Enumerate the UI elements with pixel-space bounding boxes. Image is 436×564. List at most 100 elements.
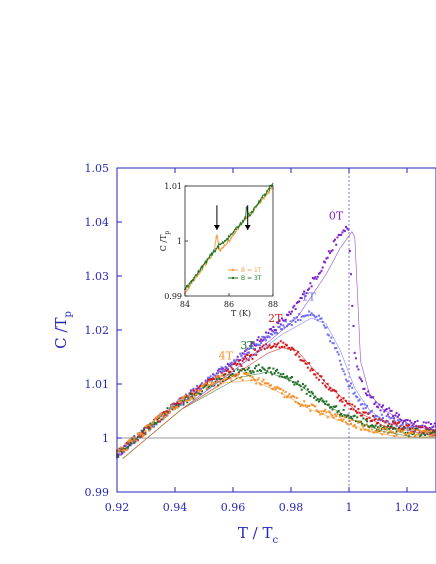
data-point (421, 431, 424, 434)
data-point (292, 319, 295, 322)
data-point (196, 388, 199, 391)
data-point (130, 440, 133, 443)
data-point (262, 378, 265, 381)
data-point (233, 359, 236, 362)
data-point (327, 388, 330, 391)
data-point (136, 439, 139, 442)
y-tick-label: 0.99 (85, 486, 110, 499)
data-point (297, 402, 300, 405)
x-tick-label: 0.98 (279, 501, 304, 514)
data-point (325, 411, 328, 414)
data-point (380, 405, 383, 408)
data-point (377, 426, 380, 429)
data-point (382, 427, 385, 430)
data-point (398, 426, 401, 429)
data-point (192, 391, 195, 394)
data-point (161, 412, 164, 415)
inset-data-point (215, 237, 217, 239)
data-point (388, 427, 391, 430)
data-point (246, 374, 249, 377)
data-point (351, 304, 354, 307)
inset-data-point (232, 230, 235, 233)
data-point (359, 414, 362, 417)
data-point (330, 250, 333, 253)
data-point (378, 430, 381, 433)
data-point (310, 312, 313, 315)
data-point (346, 402, 349, 405)
data-point (154, 421, 157, 424)
data-point (205, 387, 208, 390)
data-point (236, 374, 239, 377)
data-point (183, 396, 186, 399)
data-point (197, 386, 200, 389)
data-point (208, 385, 211, 388)
data-point (172, 406, 175, 409)
data-point (337, 394, 340, 397)
series-1T-line (122, 317, 436, 459)
data-point (256, 350, 259, 353)
data-point (356, 420, 359, 423)
data-point (389, 426, 392, 429)
data-point (354, 410, 357, 413)
data-point (230, 363, 233, 366)
data-point (221, 379, 224, 382)
data-point (310, 367, 313, 370)
data-point (412, 422, 415, 425)
data-point (404, 431, 407, 434)
data-point (433, 430, 436, 433)
data-point (389, 429, 392, 432)
peak-arrow-head (213, 225, 220, 230)
data-point (326, 256, 329, 259)
data-point (167, 409, 170, 412)
data-point (269, 371, 272, 374)
data-point (239, 359, 242, 362)
data-point (133, 438, 136, 441)
data-point (319, 413, 322, 416)
data-point (268, 328, 271, 331)
data-point (293, 396, 296, 399)
data-point (418, 425, 421, 428)
data-point (247, 351, 250, 354)
data-point (411, 427, 414, 430)
data-point (359, 403, 362, 406)
data-point (335, 347, 338, 350)
data-point (348, 385, 351, 388)
data-point (322, 260, 325, 263)
data-point (194, 387, 197, 390)
data-point (240, 365, 243, 368)
data-point (284, 391, 287, 394)
inset-data-point (215, 248, 217, 250)
data-point (189, 396, 192, 399)
data-point (310, 403, 313, 406)
data-point (140, 433, 143, 436)
data-point (271, 346, 274, 349)
data-point (166, 413, 169, 416)
data-point (290, 375, 293, 378)
data-point (176, 406, 179, 409)
data-point (293, 383, 296, 386)
data-point (220, 377, 223, 380)
data-point (279, 328, 282, 331)
data-point (165, 410, 168, 413)
data-point (301, 383, 304, 386)
data-point (287, 394, 290, 397)
data-point (384, 421, 387, 424)
data-point (332, 342, 335, 345)
data-point (251, 357, 254, 360)
data-point (301, 293, 304, 296)
y-tick-label: 1.02 (85, 324, 110, 337)
data-point (321, 266, 324, 269)
inset-data-point (210, 253, 213, 256)
data-point (317, 378, 320, 381)
data-point (203, 382, 206, 385)
inset-data-point (228, 235, 231, 238)
data-point (309, 409, 312, 412)
data-point (406, 431, 409, 434)
data-point (336, 396, 339, 399)
data-point (262, 367, 265, 370)
data-point (356, 365, 359, 368)
data-point (173, 407, 176, 410)
data-point (401, 423, 404, 426)
data-point (208, 379, 211, 382)
data-point (159, 420, 162, 423)
